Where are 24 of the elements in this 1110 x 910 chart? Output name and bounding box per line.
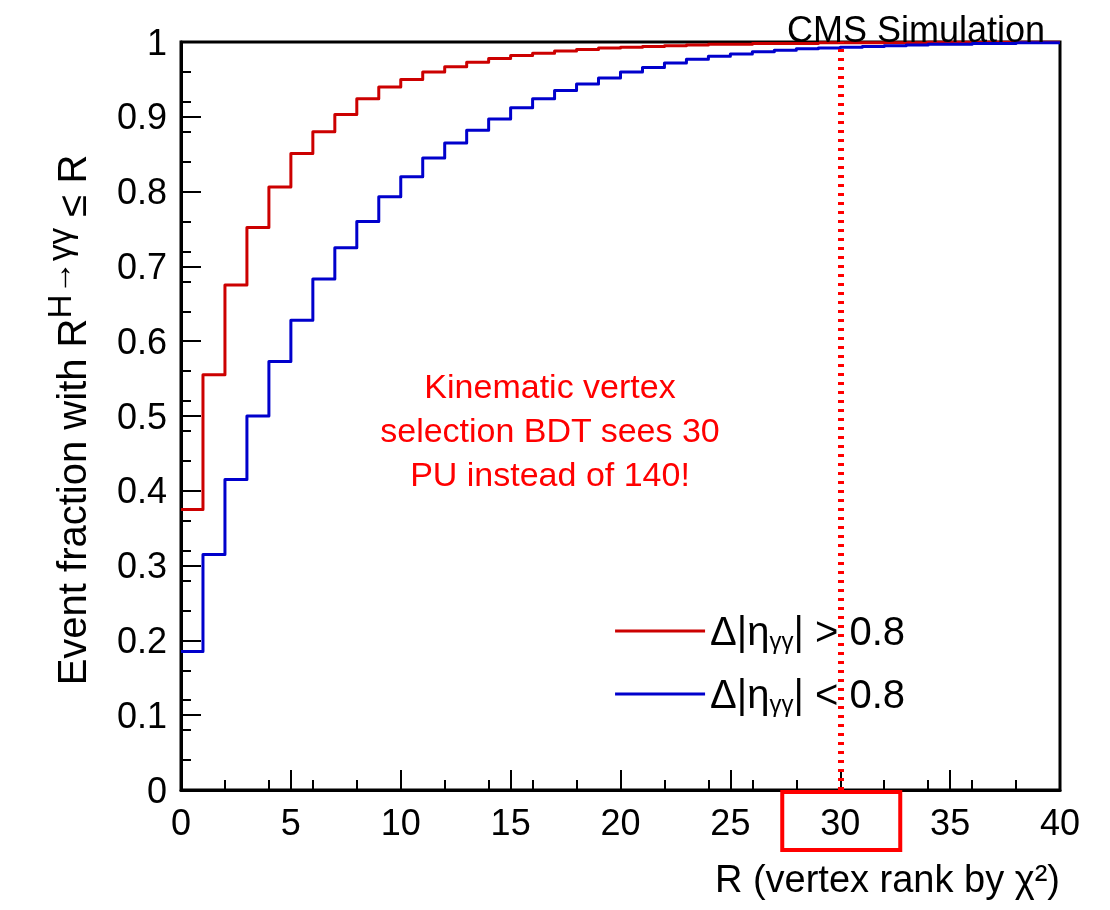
- x-tick-label: 20: [600, 801, 641, 843]
- x-tick-label: 10: [380, 801, 421, 843]
- x-axis-title: R (vertex rank by χ²): [714, 858, 1060, 900]
- x-tick-label: 15: [490, 801, 531, 843]
- annotation: Kinematic vertex selection BDT sees 30 PU instead of 140!: [380, 367, 720, 493]
- x-tick-label: 35: [930, 801, 971, 843]
- y-tick-label: 0.7: [116, 245, 167, 287]
- y-tick-label: 0.5: [116, 395, 167, 437]
- y-tick-label: 0.6: [116, 320, 167, 362]
- legend-label: Δ|ηγγ| > 0.8: [710, 609, 906, 654]
- x-tick-label: 5: [280, 801, 301, 843]
- y-tick-label: 0: [146, 769, 167, 811]
- chart-title: CMS Simulation: [786, 8, 1046, 50]
- y-tick-label: 1: [146, 21, 167, 63]
- x-tick-label: 40: [1039, 801, 1081, 843]
- y-tick-label: 0.8: [116, 171, 167, 213]
- y-tick-label: 0.1: [116, 694, 167, 736]
- x-tick-label: 25: [710, 801, 751, 843]
- y-tick-label: 0.2: [116, 619, 167, 661]
- legend-label: Δ|ηγγ| < 0.8: [710, 672, 906, 717]
- x-tick-label: 30: [820, 801, 861, 843]
- y-tick-label: 0.9: [116, 96, 167, 138]
- y-tick-label: 0.3: [116, 545, 167, 587]
- y-tick-label: 0.4: [116, 470, 167, 512]
